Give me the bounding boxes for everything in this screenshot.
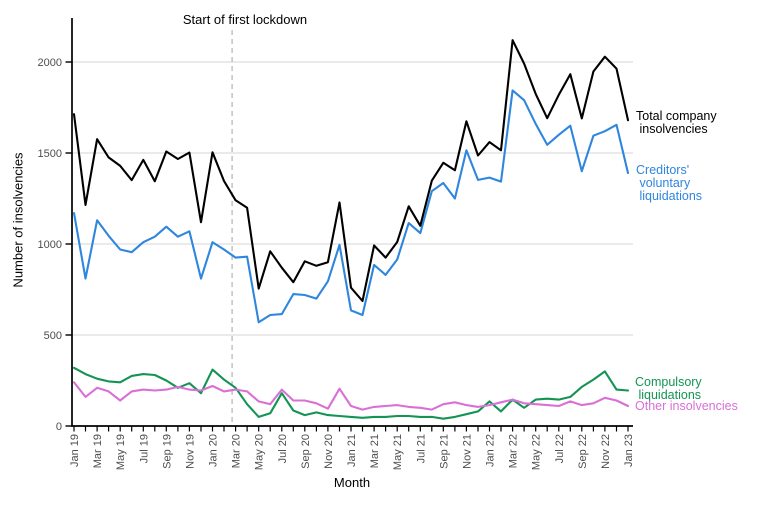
x-tick-label: Nov 21 <box>461 434 473 469</box>
x-tick-label: Jul 19 <box>138 434 150 463</box>
x-tick-label: Mar 21 <box>369 434 381 468</box>
x-tick-label: Sep 21 <box>438 434 450 469</box>
x-tick-label: May 22 <box>531 434 543 470</box>
x-tick-label: Jan 20 <box>208 434 220 467</box>
x-tick-label: Jul 21 <box>415 434 427 463</box>
x-tick-label: May 21 <box>392 434 404 470</box>
x-tick-label: Jan 22 <box>485 434 497 467</box>
x-tick-label: Sep 22 <box>577 434 589 469</box>
series-label-total: Total company insolvencies <box>636 109 717 136</box>
series-label-other-insolvencies: Other insolvencies <box>635 399 738 413</box>
series-line-other <box>72 381 630 411</box>
x-tick-label: Sep 20 <box>300 434 312 469</box>
x-tick-label: Jul 22 <box>554 434 566 463</box>
series-line-total <box>72 39 630 303</box>
x-tick-label: Mar 22 <box>508 434 520 468</box>
y-tick-label: 500 <box>44 330 62 342</box>
x-tick-label: Mar 20 <box>231 434 243 468</box>
x-tick-label: May 20 <box>254 434 266 470</box>
series-label-compulsory-liquidations: Compulsory liquidations <box>635 375 702 402</box>
x-tick-label: Nov 20 <box>323 434 335 469</box>
x-tick-label: Nov 19 <box>184 434 196 469</box>
x-axis-title: Month <box>333 475 371 490</box>
series-line-compulsory <box>72 366 630 420</box>
y-tick-label: 1500 <box>38 148 62 160</box>
x-tick-label: Sep 19 <box>161 434 173 469</box>
x-tick-label: Jul 20 <box>277 434 289 463</box>
x-tick-label: Jan 23 <box>623 434 635 467</box>
series-label-creditors-voluntary-liquidations: Creditors' voluntary liquidations <box>636 163 703 203</box>
x-tick-label: Mar 19 <box>92 434 104 468</box>
y-tick-label: 1000 <box>38 239 62 251</box>
axis-lines <box>71 18 633 427</box>
y-tick-label: 2000 <box>38 57 62 69</box>
lockdown-annotation: Start of first lockdown <box>182 12 308 27</box>
series-line-cvl <box>72 89 630 324</box>
y-axis-title: Number of insolvencies <box>10 152 26 288</box>
y-tick-label: 0 <box>56 421 62 433</box>
x-tick-label: May 19 <box>115 434 127 470</box>
x-tick-label: Nov 22 <box>600 434 612 469</box>
x-tick-label: Jan 19 <box>69 434 81 467</box>
x-tick-label: Jan 21 <box>346 434 358 467</box>
